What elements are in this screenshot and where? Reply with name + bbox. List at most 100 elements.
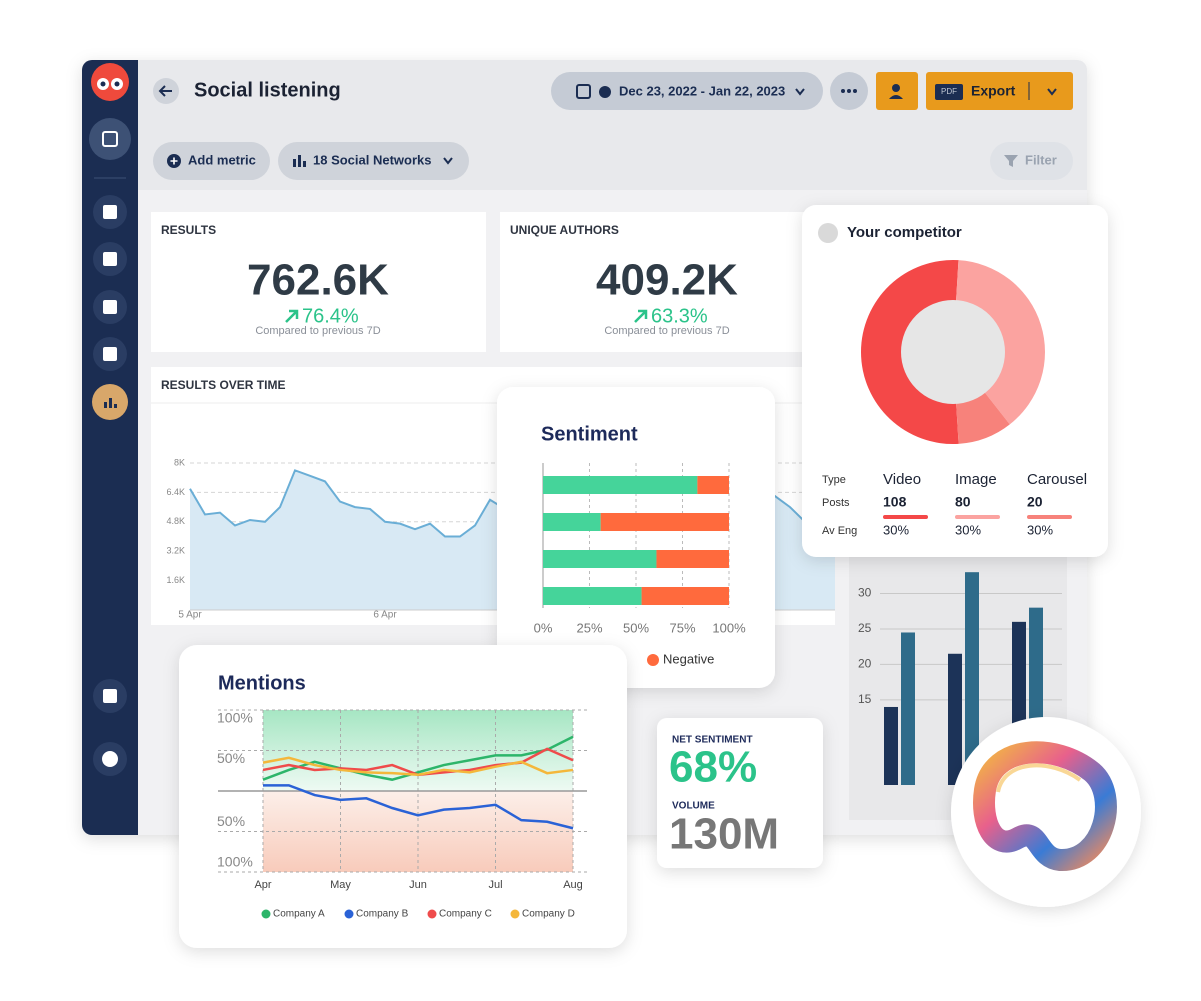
legend-label: Company A [273, 909, 325, 920]
date-range: Dec 23, 2022 - Jan 22, 2023 [619, 83, 785, 98]
export-label: Export [971, 83, 1016, 99]
y-tick-label: 25 [858, 621, 872, 635]
add-metric-label: Add metric [188, 152, 256, 167]
x-tick-label: Jun [409, 879, 427, 891]
y-tick-label: 50% [217, 750, 245, 766]
compose-button[interactable] [89, 118, 131, 160]
calendar-icon [576, 84, 591, 99]
bar-segment [543, 587, 642, 605]
analytics-icon [109, 398, 112, 408]
stat-card [151, 212, 486, 352]
line [262, 735, 574, 781]
networks-icon [293, 159, 296, 167]
eng-value: 30% [883, 522, 909, 537]
funnel-icon [1004, 155, 1018, 167]
stat-label: RESULTS [161, 223, 216, 237]
analytics-icon [114, 404, 117, 408]
networks-label: 18 Social Networks [313, 152, 432, 167]
metric-value: 68% [669, 743, 757, 792]
up-arrow [634, 309, 648, 323]
date-picker[interactable] [551, 72, 823, 110]
posts-value: 108 [883, 494, 907, 510]
chevron [795, 88, 805, 96]
page-title: Social listening [194, 79, 341, 101]
chart-title: Mentions [218, 672, 306, 694]
legend-label: Company B [356, 909, 409, 920]
more-dot [841, 89, 845, 93]
net-sentiment-card [657, 718, 823, 868]
metric-label: VOLUME [672, 801, 715, 812]
legend-label: Company D [522, 909, 575, 920]
owl-logo [91, 63, 129, 101]
nav-icon [103, 347, 117, 361]
compose-icon [102, 131, 118, 147]
chevron [1047, 88, 1057, 96]
legend-marker [261, 909, 271, 919]
y-tick-label: 1.6K [166, 575, 185, 585]
posts-bar [955, 515, 1000, 519]
bar-segment [543, 513, 601, 531]
stat-change: 76.4% [302, 305, 359, 327]
bar [948, 653, 962, 785]
bar-segment [543, 550, 657, 568]
type-label: Video [883, 471, 921, 488]
y-tick-label: 100% [217, 854, 253, 870]
chart-title: Sentiment [541, 423, 638, 445]
networks-icon [303, 161, 306, 167]
logo-mark [973, 741, 1117, 871]
legend-marker [647, 654, 659, 666]
y-tick-label: 6.4K [166, 487, 185, 497]
row-label: Posts [822, 497, 850, 509]
metric-label: NET SENTIMENT [672, 735, 753, 746]
posts-value: 80 [955, 494, 971, 510]
y-tick-label: 50% [217, 813, 245, 829]
bar [884, 706, 898, 785]
add-metric-button[interactable] [153, 142, 270, 180]
bar [965, 572, 979, 785]
y-tick-label: 8K [174, 457, 185, 467]
x-tick-label: 25% [576, 620, 602, 635]
pdf-badge [935, 84, 963, 100]
eng-value: 30% [1027, 522, 1053, 537]
user-body [889, 95, 903, 99]
nav-icon [103, 205, 117, 219]
stat-value: 762.6K [247, 256, 389, 305]
posts-bar [883, 515, 928, 519]
line [263, 784, 574, 830]
type-label: Image [955, 471, 997, 488]
filter-button[interactable] [990, 142, 1073, 180]
legend-label: Company C [439, 909, 492, 920]
plus [170, 157, 178, 165]
row-label: Type [822, 474, 846, 486]
owl-pupil [114, 81, 120, 87]
eng-value: 30% [955, 522, 981, 537]
row-label: Av Eng [822, 525, 857, 537]
bar-segment [697, 476, 729, 494]
networks-button[interactable] [278, 142, 469, 180]
x-tick-label: Apr [254, 879, 271, 891]
posts-value: 20 [1027, 494, 1043, 510]
logo-inner [996, 763, 1082, 793]
stat-note: Compared to previous 7D [604, 325, 729, 337]
chevron [443, 157, 453, 165]
back-arrow [158, 85, 172, 97]
filter-label: Filter [1025, 152, 1057, 167]
apps-icon [103, 689, 117, 703]
y-tick-label: 20 [858, 657, 872, 671]
bar-segment [641, 587, 729, 605]
x-tick-label: Aug [563, 879, 583, 891]
pdf-label: PDF [941, 87, 957, 96]
stat-change: 63.3% [651, 305, 708, 327]
networks-icon [298, 155, 301, 167]
header-bar-base [130, 150, 1087, 190]
nav-icon [103, 252, 117, 266]
export-button[interactable] [926, 72, 1073, 110]
posts-bar [1027, 515, 1072, 519]
up-arrow [285, 309, 299, 323]
help-icon [102, 751, 118, 767]
more-dot [853, 89, 857, 93]
x-tick-label: 100% [712, 620, 746, 635]
sidebar-edge [125, 60, 138, 835]
